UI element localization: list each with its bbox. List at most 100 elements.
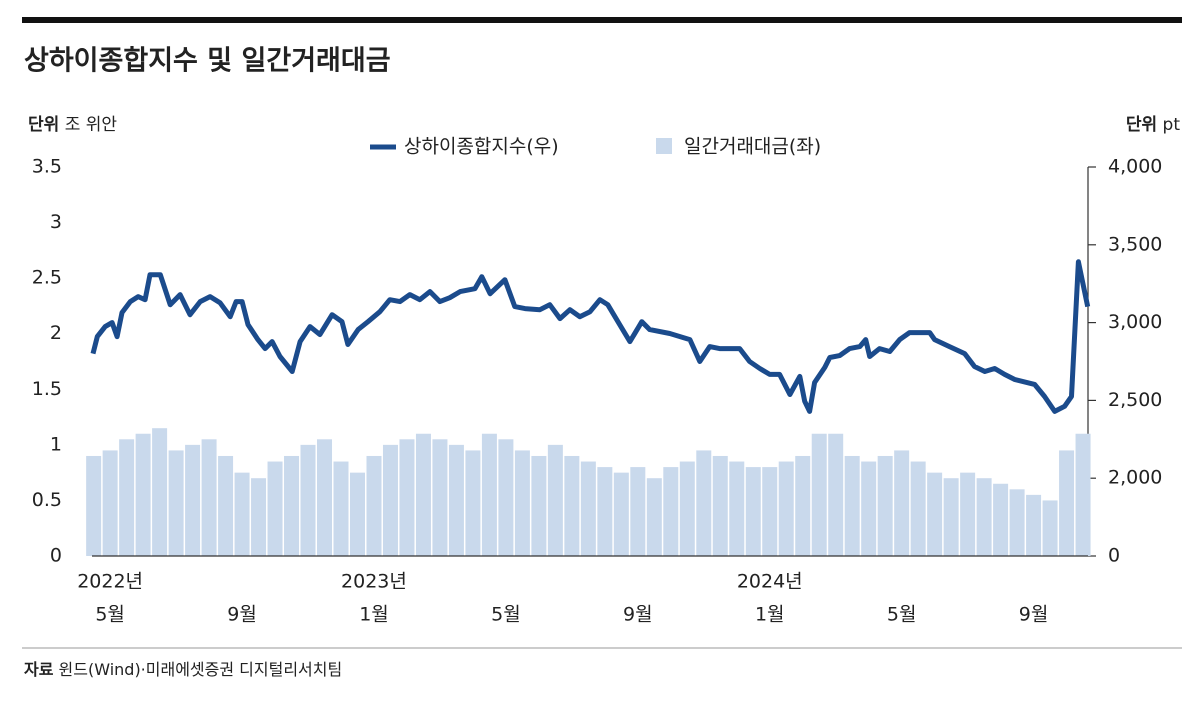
y-tick-label: 2.5 <box>32 267 62 289</box>
chart-title: 상하이종합지수 및 일간거래대금 <box>24 46 391 77</box>
bar <box>663 467 679 556</box>
bar <box>976 478 992 556</box>
bar <box>613 472 629 556</box>
x-tick-label: 9월 <box>1019 604 1049 626</box>
bar <box>218 455 234 556</box>
bar <box>547 444 563 556</box>
y2-tick-label: 2,500 <box>1108 389 1162 411</box>
bar <box>811 433 827 556</box>
x-year-label: 2024년 <box>737 571 803 593</box>
bar <box>465 450 481 556</box>
bar <box>646 478 662 556</box>
bar <box>399 439 415 556</box>
bar <box>284 455 300 556</box>
bar <box>1059 450 1075 556</box>
bar <box>251 478 267 556</box>
bar <box>696 450 712 556</box>
x-tick-label: 5월 <box>95 604 125 626</box>
bar <box>135 433 151 556</box>
bar <box>580 461 596 556</box>
top-rule <box>22 17 1182 23</box>
bar <box>795 455 811 556</box>
bar <box>894 450 910 556</box>
bar <box>877 455 893 556</box>
unit-right: 단위 pt <box>1126 115 1180 135</box>
y-tick-label: 0 <box>50 545 62 567</box>
bar <box>201 439 217 556</box>
y-tick-label: 0.5 <box>32 489 62 511</box>
x-year-label: 2022년 <box>77 571 143 593</box>
y-tick-label: 3 <box>50 211 62 233</box>
y2-tick-label: 3,500 <box>1108 233 1162 255</box>
bar <box>993 483 1009 556</box>
y-tick-label: 1 <box>50 433 62 455</box>
index-line <box>90 259 1091 414</box>
y-tick-label: 1.5 <box>32 378 62 400</box>
bar <box>1075 433 1091 556</box>
bar <box>102 450 118 556</box>
unit-right-label: 단위 <box>1126 115 1157 135</box>
bar <box>168 450 184 556</box>
bar <box>861 461 877 556</box>
bar <box>185 444 201 556</box>
bar <box>597 467 613 556</box>
bar <box>1009 489 1025 556</box>
source-text: 윈드(Wind)·미래에셋증권 디지털리서치팀 <box>59 660 343 679</box>
bar <box>630 467 646 556</box>
bar <box>317 439 333 556</box>
bar <box>432 439 448 556</box>
unit-left-unit: 조 위안 <box>65 115 118 135</box>
bar <box>349 472 365 556</box>
bar <box>448 444 464 556</box>
bar <box>382 444 398 556</box>
bar <box>745 467 761 556</box>
bar <box>960 472 976 556</box>
bar <box>267 461 283 556</box>
bar <box>679 461 695 556</box>
bar <box>514 450 530 556</box>
bar <box>234 472 250 556</box>
source-label: 자료 <box>24 660 54 679</box>
legend-label: 일간거래대금(좌) <box>684 136 821 158</box>
legend-label: 상하이종합지수(우) <box>404 136 559 158</box>
x-tick-label: 5월 <box>491 604 521 626</box>
x-tick-label: 1월 <box>359 604 389 626</box>
y-tick-label: 3.5 <box>32 156 62 178</box>
y2-tick-label: 4,000 <box>1108 156 1162 178</box>
y2-tick-label: 3,000 <box>1108 311 1162 333</box>
bar <box>86 455 102 556</box>
bar <box>729 461 745 556</box>
unit-right-unit: pt <box>1163 115 1181 135</box>
bar <box>531 455 547 556</box>
x-year-label: 2023년 <box>341 571 407 593</box>
y-tick-label: 2 <box>50 322 62 344</box>
unit-left-label: 단위 <box>28 115 59 135</box>
bar <box>564 455 580 556</box>
bar <box>910 461 926 556</box>
bar <box>927 472 943 556</box>
bar <box>366 455 382 556</box>
bar <box>762 467 778 556</box>
bar <box>300 444 316 556</box>
source: 자료 윈드(Wind)·미래에셋증권 디지털리서치팀 <box>24 660 342 679</box>
bar <box>152 428 168 556</box>
bar <box>415 433 431 556</box>
unit-left: 단위 조 위안 <box>28 115 117 135</box>
x-tick-label: 9월 <box>227 604 257 626</box>
bar <box>1026 494 1042 556</box>
bar <box>1042 500 1058 556</box>
bar <box>333 461 349 556</box>
legend-swatch <box>656 138 672 154</box>
bar <box>828 433 844 556</box>
y2-tick-label: 2,000 <box>1108 467 1162 489</box>
bar <box>498 439 514 556</box>
bar <box>943 478 959 556</box>
bar <box>712 455 728 556</box>
bar <box>119 439 135 556</box>
x-tick-label: 1월 <box>755 604 785 626</box>
x-tick-label: 9월 <box>623 604 653 626</box>
x-tick-label: 5월 <box>887 604 917 626</box>
bar <box>778 461 794 556</box>
